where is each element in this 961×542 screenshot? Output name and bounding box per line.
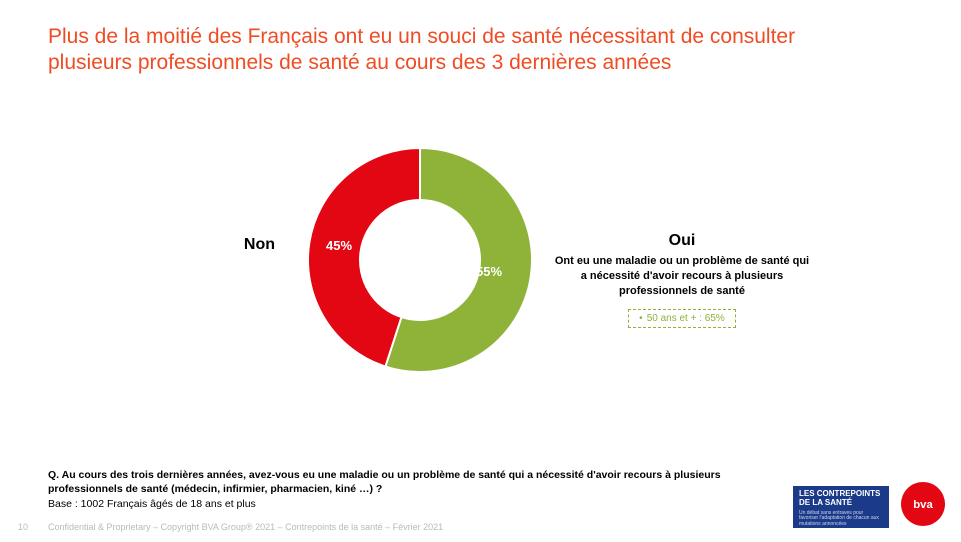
survey-question: Q. Au cours des trois dernières années, … (48, 468, 728, 496)
oui-detail-box: • 50 ans et + : 65% (628, 309, 736, 328)
logo-contrepoints-line2: DE LA SANTÉ (799, 499, 883, 508)
oui-block: Oui Ont eu une maladie ou un problème de… (552, 232, 812, 328)
logo-bva: bva (901, 482, 945, 526)
bullet-icon: • (639, 313, 643, 324)
page-title: Plus de la moitié des Français ont eu un… (48, 24, 868, 77)
logo-contrepoints-tagline: Un débat sans entraves pour favoriser l'… (799, 511, 883, 528)
pct-oui: 55% (476, 264, 502, 279)
survey-base: Base : 1002 Français âgés de 18 ans et p… (48, 498, 256, 510)
pct-non: 45% (326, 238, 352, 253)
donut-chart (300, 140, 540, 380)
oui-subtitle: Ont eu une maladie ou un problème de san… (552, 254, 812, 299)
oui-detail-text: 50 ans et + : 65% (647, 313, 725, 324)
copyright-line: Confidential & Proprietary – Copyright B… (48, 522, 443, 532)
label-non: Non (215, 236, 275, 254)
label-oui: Oui (552, 232, 812, 250)
page-number: 10 (18, 522, 28, 532)
logo-contrepoints: LES CONTREPOINTS DE LA SANTÉ Un débat sa… (793, 486, 889, 528)
logo-bva-text: bva (913, 499, 933, 511)
